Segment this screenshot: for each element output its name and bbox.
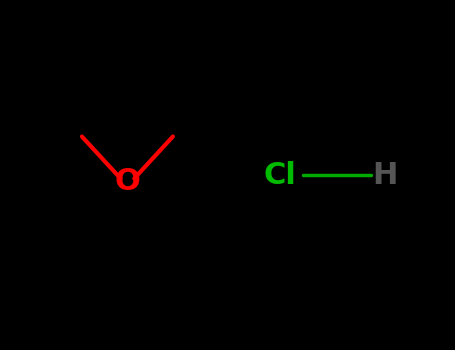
Text: Cl: Cl [263, 161, 296, 189]
Text: H: H [372, 161, 397, 189]
Text: O: O [115, 168, 140, 196]
